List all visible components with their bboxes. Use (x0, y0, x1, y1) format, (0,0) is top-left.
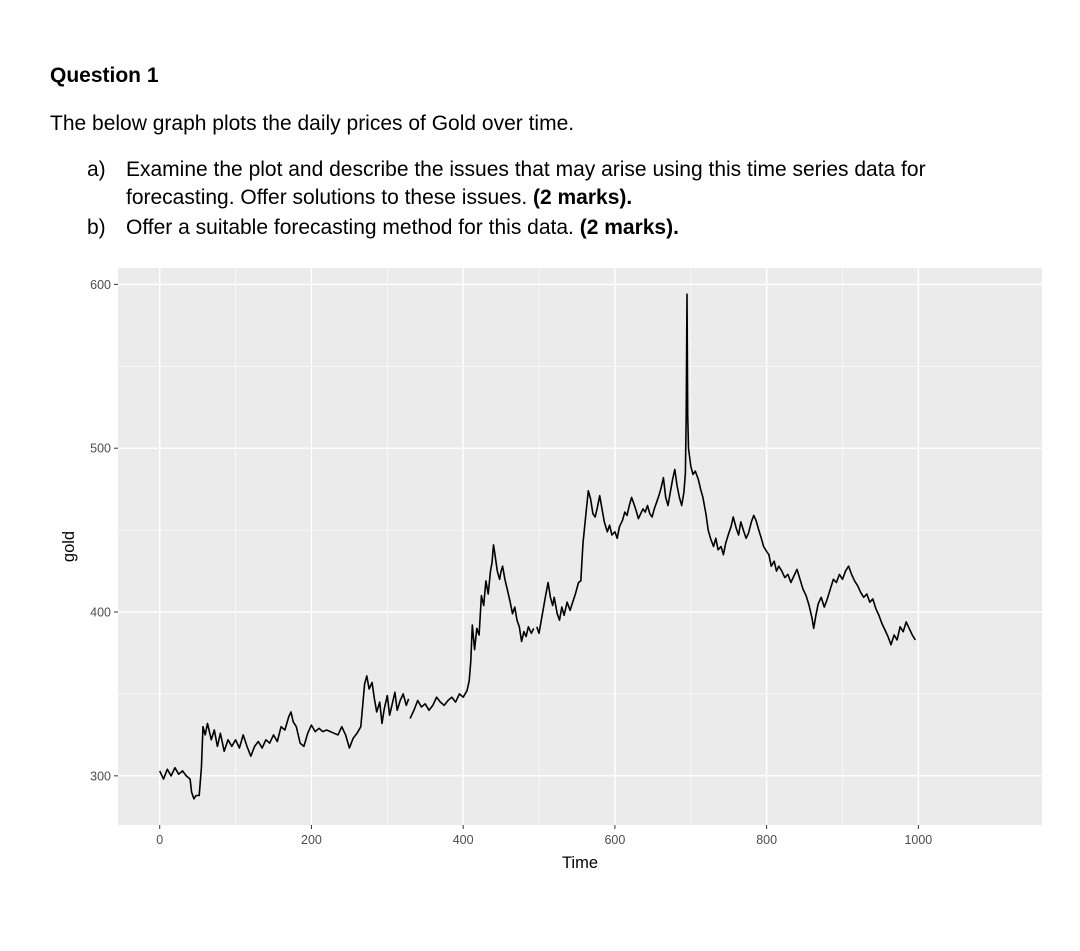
x-axis-title: Time (562, 854, 598, 872)
item-body: Offer a suitable forecasting method for … (126, 216, 574, 239)
item-marks: (2 marks). (533, 186, 633, 209)
question-intro: The below graph plots the daily prices o… (50, 112, 575, 135)
item-label: a) (87, 158, 106, 181)
y-tick-label: 300 (90, 769, 111, 783)
question-item-a: a) Examine the plot and describe the iss… (87, 156, 1007, 216)
x-tick-label: 400 (453, 833, 474, 847)
y-axis-title: gold (60, 531, 78, 562)
item-body: Examine the plot and describe the issues… (126, 158, 926, 209)
x-tick-label: 1000 (904, 833, 932, 847)
y-tick-label: 600 (90, 278, 111, 292)
y-tick-label: 500 (90, 442, 111, 456)
x-tick-label: 0 (156, 833, 163, 847)
plot-panel (118, 268, 1042, 825)
x-tick-label: 800 (756, 833, 777, 847)
x-tick-label: 200 (301, 833, 322, 847)
item-label: b) (87, 216, 106, 239)
item-text: Offer a suitable forecasting method for … (126, 214, 1006, 242)
item-marks: (2 marks). (579, 216, 679, 239)
question-heading: Question 1 (50, 64, 159, 87)
question-item-b: b) Offer a suitable forecasting method f… (87, 214, 1007, 244)
item-text: Examine the plot and describe the issues… (126, 156, 1006, 212)
y-tick-label: 400 (90, 606, 111, 620)
gold-price-line (158, 293, 916, 800)
x-tick-label: 600 (604, 833, 625, 847)
